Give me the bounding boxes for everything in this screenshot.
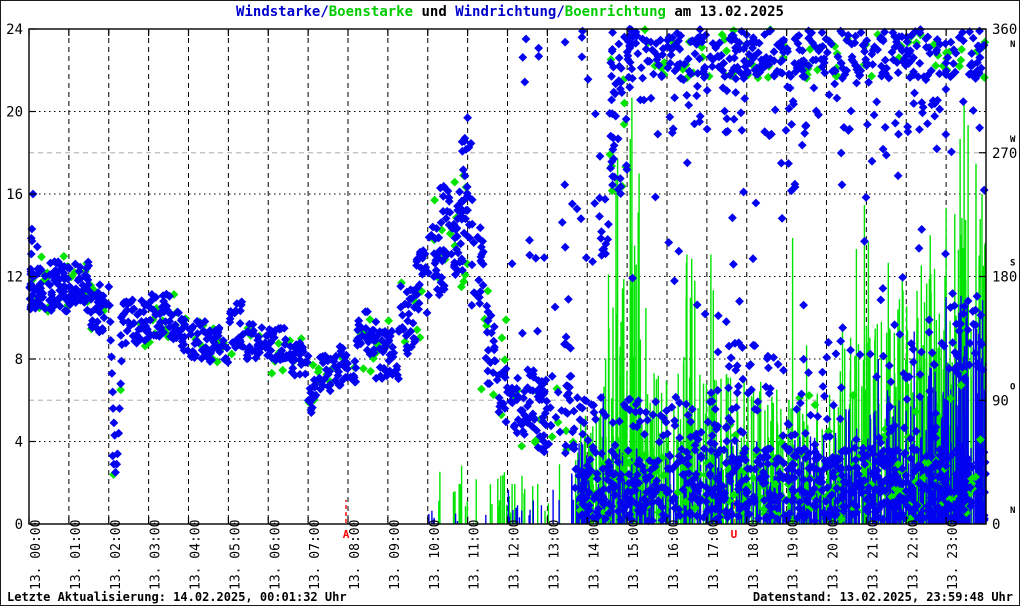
svg-text:0: 0 bbox=[992, 517, 1000, 533]
svg-text:13. 03:00: 13. 03:00 bbox=[149, 520, 164, 590]
svg-text:13. 12:00: 13. 12:00 bbox=[508, 520, 523, 590]
svg-text:U: U bbox=[731, 528, 738, 541]
svg-text:13. 00:00: 13. 00:00 bbox=[29, 520, 44, 590]
svg-text:W: W bbox=[1010, 135, 1016, 145]
svg-text:12: 12 bbox=[6, 270, 23, 286]
svg-text:S: S bbox=[1010, 259, 1015, 269]
svg-text:13. 08:00: 13. 08:00 bbox=[348, 520, 363, 590]
svg-text:13. 07:00: 13. 07:00 bbox=[308, 520, 323, 590]
svg-text:N: N bbox=[1010, 506, 1015, 516]
svg-text:360: 360 bbox=[992, 22, 1017, 38]
svg-text:A: A bbox=[343, 528, 350, 541]
title-windrichtung: Windrichtung/ bbox=[455, 4, 565, 20]
svg-text:13. 14:00: 13. 14:00 bbox=[587, 520, 602, 590]
svg-text:O: O bbox=[1010, 382, 1016, 392]
svg-text:13. 21:00: 13. 21:00 bbox=[866, 520, 881, 590]
svg-text:13. 11:00: 13. 11:00 bbox=[468, 520, 483, 590]
svg-text:13. 01:00: 13. 01:00 bbox=[69, 520, 84, 590]
svg-text:90: 90 bbox=[992, 393, 1009, 409]
svg-text:13. 06:00: 13. 06:00 bbox=[268, 520, 283, 590]
svg-text:13. 18:00: 13. 18:00 bbox=[747, 520, 762, 590]
svg-text:13. 10:00: 13. 10:00 bbox=[428, 520, 443, 590]
svg-text:13. 23:00: 13. 23:00 bbox=[946, 520, 961, 590]
svg-text:13. 15:00: 13. 15:00 bbox=[627, 520, 642, 590]
svg-text:20: 20 bbox=[6, 105, 23, 121]
svg-text:180: 180 bbox=[992, 270, 1017, 286]
svg-text:4: 4 bbox=[15, 435, 23, 451]
svg-text:13. 09:00: 13. 09:00 bbox=[388, 520, 403, 590]
svg-text:N: N bbox=[1010, 40, 1015, 50]
svg-text:8: 8 bbox=[15, 352, 23, 368]
svg-text:13. 02:00: 13. 02:00 bbox=[109, 520, 124, 590]
svg-text:13. 13:00: 13. 13:00 bbox=[547, 520, 562, 590]
svg-text:24: 24 bbox=[6, 22, 23, 38]
title-windstaerke: Windstarke/ bbox=[236, 4, 329, 20]
svg-text:13. 20:00: 13. 20:00 bbox=[827, 520, 842, 590]
svg-text:13. 22:00: 13. 22:00 bbox=[906, 520, 921, 590]
title-date: am 13.02.2025 bbox=[665, 4, 784, 20]
svg-text:13. 16:00: 13. 16:00 bbox=[667, 520, 682, 590]
data-state-text: Datenstand: 13.02.2025, 23:59:48 Uhr bbox=[752, 590, 1013, 604]
last-update-text: Letzte Aktualisierung: 14.02.2025, 00:01… bbox=[7, 590, 347, 604]
svg-text:16: 16 bbox=[6, 187, 23, 203]
title-boenrichtung: Boenrichtung bbox=[564, 4, 666, 20]
svg-text:270: 270 bbox=[992, 146, 1017, 162]
svg-text:13. 19:00: 13. 19:00 bbox=[787, 520, 802, 590]
chart-title: Windstarke/Boenstarke und Windrichtung/B… bbox=[1, 4, 1019, 20]
svg-text:13. 17:00: 13. 17:00 bbox=[707, 520, 722, 590]
windstaerke-points bbox=[25, 24, 990, 526]
svg-text:13. 05:00: 13. 05:00 bbox=[228, 520, 243, 590]
title-boenstaerke: Boenstarke bbox=[328, 4, 414, 20]
svg-text:0: 0 bbox=[15, 517, 23, 533]
svg-text:13. 04:00: 13. 04:00 bbox=[189, 520, 204, 590]
title-und: und bbox=[413, 4, 456, 20]
